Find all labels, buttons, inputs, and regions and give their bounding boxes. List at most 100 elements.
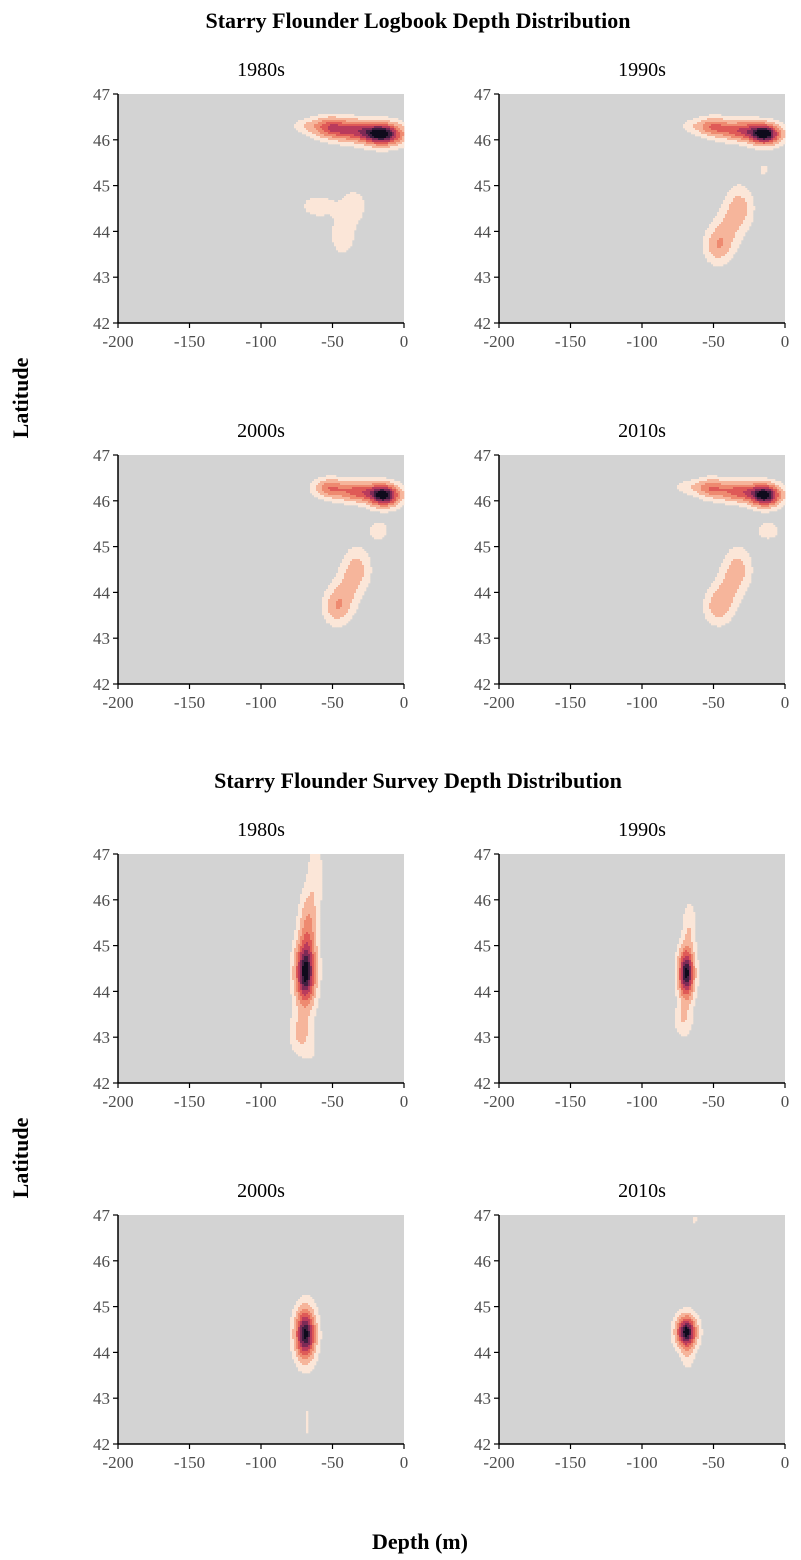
density-cell [346,591,349,594]
density-cell [376,501,379,504]
density-cell [360,196,363,199]
density-cell [739,126,742,129]
density-cell [749,479,752,482]
density-cell [755,148,758,151]
density-cell [723,120,726,123]
density-cell [759,507,762,510]
density-cell [749,224,752,227]
density-cell [300,128,303,131]
density-cell [374,485,377,488]
density-cell [707,134,710,137]
density-cell [334,114,337,117]
density-cell [729,218,732,221]
density-cell [745,569,748,572]
density-cell [334,491,337,494]
density-cell [727,571,730,574]
density-cell [310,210,313,213]
density-cell [747,495,750,498]
density-cell [346,238,349,241]
density-cell [374,499,377,502]
density-cell [354,567,357,570]
density-cell [731,126,734,129]
density-cell [723,493,726,496]
density-cell [685,128,688,131]
density-cell [769,481,772,484]
density-cell [374,126,377,129]
density-cell [324,126,327,129]
density-cell [735,479,738,482]
density-cell [352,136,355,139]
density-cell [324,499,327,502]
density-cell [344,565,347,568]
density-cell [352,118,355,121]
density-cell [330,200,333,203]
density-cell [751,491,754,494]
density-cell [767,479,770,482]
density-cell [743,136,746,139]
density-cell [384,146,387,149]
density-cell [340,228,343,231]
density-cell [727,192,730,195]
density-cell [773,487,776,490]
density-cell [368,132,371,135]
density-cell [370,501,373,504]
density-cell [765,503,768,506]
density-cell [330,479,333,482]
density-cell [326,130,329,133]
density-cell [380,491,383,494]
density-cell [759,509,762,512]
density-cell [689,130,692,133]
density-cell [326,122,329,125]
density-cell [400,501,403,504]
density-cell [749,120,752,123]
density-cell [739,551,742,554]
density-cell [320,128,323,131]
density-cell [368,481,371,484]
density-cell [741,234,744,237]
density-cell [699,118,702,121]
density-cell [777,140,780,143]
density-cell [729,557,732,560]
density-cell [398,140,401,143]
density-cell [735,218,738,221]
density-cell [384,531,387,534]
density-cell [739,491,742,494]
density-cell [344,246,347,249]
density-cell [338,244,341,247]
density-cell [366,565,369,568]
density-cell [697,495,700,498]
density-cell [376,485,379,488]
density-cell [723,479,726,482]
density-cell [350,491,353,494]
density-cell [771,495,774,498]
density-cell [348,246,351,249]
density-cell [741,561,744,564]
density-cell [358,555,361,558]
density-cell [350,234,353,237]
density-cell [721,246,724,249]
density-cell [729,583,732,586]
density-cell [751,487,754,490]
density-cell [741,200,744,203]
density-cell [745,190,748,193]
density-cell [374,505,377,508]
density-cell [310,128,313,131]
density-cell [360,198,363,201]
density-cell [737,234,740,237]
density-cell [356,559,359,562]
density-cell [362,120,365,123]
density-cell [749,214,752,217]
density-cell [362,493,365,496]
density-cell [334,130,337,133]
y-tick-label: 43 [474,268,491,287]
density-cell [350,571,353,574]
density-cell [322,204,325,207]
density-cell [358,206,361,209]
density-cell [767,130,770,133]
density-cell [697,130,700,133]
density-cell [771,533,774,536]
density-cell [366,567,369,570]
density-cell [338,623,341,626]
y-tick-label: 44 [474,222,492,241]
x-tick-label: -100 [626,332,657,351]
